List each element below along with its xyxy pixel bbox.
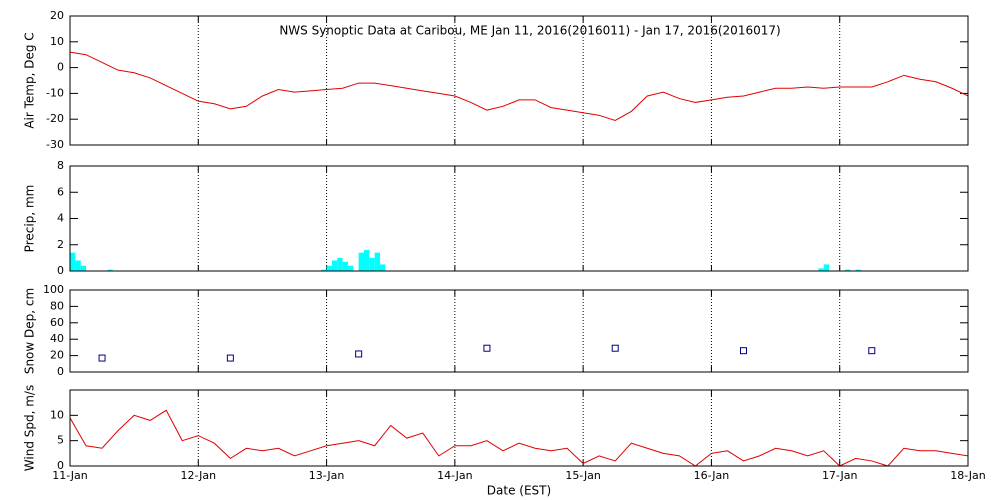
- point: [226, 354, 234, 362]
- x-tick-label: 11-Jan: [52, 469, 88, 482]
- x-tick-label: 13-Jan: [309, 469, 345, 482]
- x-tick-label: 18-Jan: [950, 469, 986, 482]
- x-tick-label: 17-Jan: [822, 469, 858, 482]
- y-tick-label: -10: [46, 86, 64, 99]
- point: [483, 344, 491, 352]
- point: [98, 354, 106, 362]
- bar: [70, 252, 76, 271]
- y-axis-label: Precip, mm: [23, 185, 37, 253]
- panel-frame: [69, 15, 969, 146]
- bar: [342, 261, 348, 271]
- bar: [326, 265, 332, 271]
- line: [69, 409, 969, 467]
- y-tick-label: 20: [50, 9, 64, 22]
- bar: [80, 265, 87, 271]
- panel-frame: [69, 289, 969, 373]
- bar: [358, 252, 364, 271]
- x-tick-label: 15-Jan: [565, 469, 601, 482]
- y-tick-label: 5: [57, 434, 64, 447]
- point: [611, 344, 619, 352]
- bar: [374, 252, 381, 271]
- bar: [845, 269, 851, 271]
- point: [740, 347, 747, 355]
- y-axis-label: Wind Spd, m/s: [23, 385, 37, 471]
- point: [355, 350, 363, 358]
- bar: [107, 269, 113, 271]
- y-tick-label: 0: [57, 459, 64, 472]
- y-tick-label: 4: [57, 212, 64, 225]
- bar: [380, 264, 386, 271]
- y-tick-label: 0: [57, 264, 64, 277]
- y-tick-label: 6: [57, 185, 64, 198]
- bar: [369, 257, 375, 271]
- y-tick-label: -20: [46, 112, 64, 125]
- y-tick-label: 8: [57, 159, 64, 172]
- y-tick-label: 10: [50, 35, 64, 48]
- y-tick-label: 100: [43, 283, 64, 296]
- bar: [363, 250, 370, 271]
- y-tick-label: 10: [50, 408, 64, 421]
- y-tick-label: 80: [50, 299, 64, 312]
- bar: [823, 264, 830, 271]
- y-tick-label: 0: [57, 365, 64, 378]
- y-axis-label: Snow Dep, cm: [23, 288, 37, 374]
- y-tick-label: 2: [57, 238, 64, 251]
- y-tick-label: 20: [50, 349, 64, 362]
- y-tick-label: 0: [57, 61, 64, 74]
- bar: [347, 265, 354, 271]
- y-axis-label: Air Temp, Deg C: [23, 32, 37, 128]
- point: [868, 347, 876, 355]
- x-tick-label: 14-Jan: [437, 469, 473, 482]
- x-tick-label: 16-Jan: [694, 469, 730, 482]
- y-tick-label: 60: [50, 316, 64, 329]
- x-axis-label: Date (EST): [487, 484, 551, 498]
- bar: [818, 268, 824, 271]
- bar: [855, 269, 862, 271]
- bar: [321, 269, 327, 271]
- bar: [337, 257, 343, 271]
- x-tick-label: 12-Jan: [181, 469, 217, 482]
- line: [69, 51, 969, 122]
- bar: [331, 260, 338, 271]
- bar: [75, 260, 81, 271]
- panel-frame: [69, 165, 969, 272]
- chart-title: NWS Synoptic Data at Caribou, ME Jan 11,…: [279, 24, 780, 38]
- panel-frame: [69, 389, 969, 467]
- y-tick-label: 40: [50, 332, 64, 345]
- y-tick-label: -30: [46, 138, 64, 151]
